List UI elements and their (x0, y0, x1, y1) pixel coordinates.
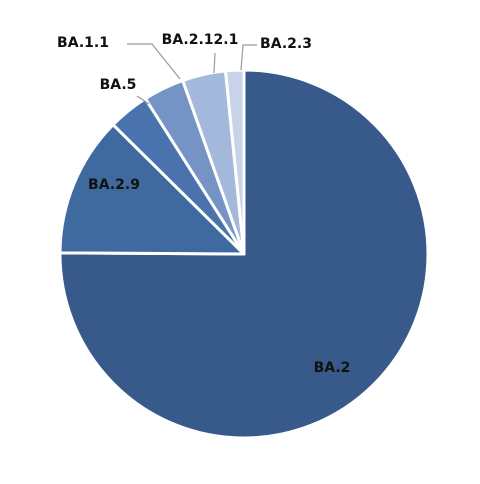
slice-label: BA.5 (100, 77, 137, 93)
leader-line (213, 52, 216, 74)
leader-lines (127, 43, 257, 105)
slice-labels: BA.2 BA.2.9 BA.5 BA.1.1 BA.2.12.1 BA.2.3 (57, 32, 350, 376)
slice-label: BA.2.3 (260, 36, 312, 52)
leader-line (127, 43, 181, 80)
pie-slice-ba-2 (58, 68, 430, 440)
pie-slice-ba-2-3 (224, 68, 246, 256)
slice-label: BA.1.1 (57, 35, 109, 51)
pie-slices (58, 68, 430, 440)
leader-line (136, 95, 150, 105)
slice-label: BA.2.9 (88, 177, 140, 193)
pie-slice-ba-2-9 (58, 123, 246, 256)
slice-label: BA.2.12.1 (162, 32, 239, 48)
slice-label: BA.2 (314, 360, 351, 376)
leader-line (240, 44, 257, 71)
